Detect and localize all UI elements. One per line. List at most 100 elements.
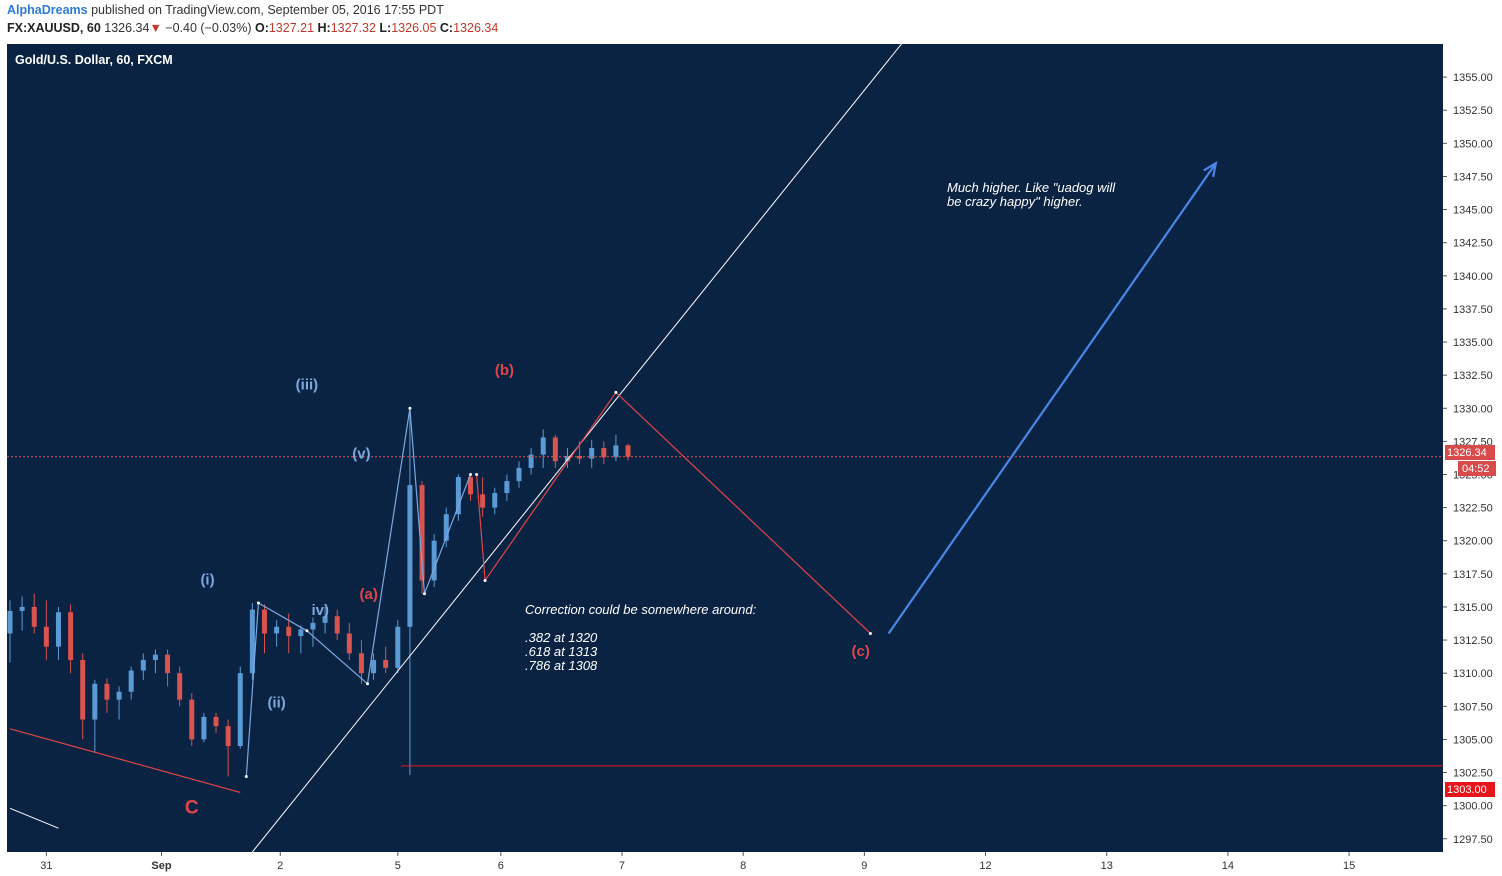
arrow-head-icon [1203, 160, 1218, 178]
candle [68, 604, 74, 674]
candle-body [80, 659, 86, 720]
last-price: 1326.34 [104, 21, 150, 35]
x-tick-label: 8 [740, 860, 746, 872]
level-price-tag: 1303.00 [1445, 782, 1495, 797]
price-chart[interactable]: 1297.50 1300.00 1302.50 1305.00 1307.50 1310.… [0, 44, 1502, 876]
wave-point [614, 390, 618, 394]
candle-body [383, 659, 389, 668]
candle [165, 649, 171, 687]
candle [528, 448, 534, 475]
candle [116, 686, 122, 720]
candle [540, 429, 546, 468]
high-value: 1327.32 [330, 21, 376, 35]
candle-body [43, 626, 49, 647]
candle-body [552, 437, 558, 462]
symbol-label: FX:XAUUSD, 60 [7, 21, 101, 35]
chart-header: AlphaDreams published on TradingView.com… [0, 0, 1502, 44]
x-tick-label: 5 [395, 860, 401, 872]
close-label: C: [439, 21, 454, 35]
symbol-quote-line: FX:XAUUSD, 60 1326.34▼ −0.40 (−0.03%) O:… [7, 21, 498, 35]
candle-body [55, 612, 61, 647]
candle [480, 477, 486, 517]
y-tick-label: 1315.00 [1453, 602, 1493, 614]
current-price-tag: 1326.34 04:52 [1445, 445, 1496, 476]
wave-label: iv) [311, 602, 329, 619]
candle-body [334, 616, 340, 634]
candle-body [564, 455, 570, 462]
candle [274, 620, 280, 647]
high-label: H: [317, 21, 331, 35]
candle [19, 596, 25, 631]
correction-title: Correction could be somewhere around: [525, 602, 757, 617]
plot-area[interactable] [7, 44, 1443, 852]
candle [237, 666, 243, 749]
candle-body [152, 654, 158, 660]
time-axis[interactable] [0, 852, 1502, 876]
candle-body [189, 699, 195, 740]
candle-body [625, 445, 631, 457]
wave-point [483, 578, 487, 582]
candle-body [395, 626, 401, 668]
wave-point [305, 629, 309, 633]
candle-body [92, 683, 98, 720]
candle [7, 600, 13, 663]
note-line-1: Much higher. Like "uadog will [947, 180, 1116, 195]
y-tick-label: 1300.00 [1453, 801, 1493, 813]
wave-label: (c) [852, 643, 870, 660]
wave-c-trendline [9, 728, 241, 793]
candle [564, 448, 570, 468]
candle [261, 604, 267, 654]
candle-body [504, 481, 510, 494]
wave-label: (i) [200, 571, 214, 588]
candle [55, 606, 61, 660]
candle [249, 602, 255, 680]
candle [492, 487, 498, 515]
candle [43, 600, 49, 660]
y-tick-label: 1310.00 [1453, 668, 1493, 680]
publish-line: AlphaDreams published on TradingView.com… [7, 3, 444, 17]
candle-body [322, 616, 328, 623]
candle-body [19, 606, 25, 611]
y-tick-label: 1335.00 [1453, 337, 1493, 349]
candle [443, 507, 449, 548]
wave-labels: C (i) (ii) (iii) iv) (v) (a) (b) (c) [185, 362, 870, 818]
y-tick-label: 1305.00 [1453, 734, 1493, 746]
candle [213, 712, 219, 733]
candle [104, 678, 110, 713]
y-tick-label: 1345.00 [1453, 205, 1493, 217]
y-tick-label: 1302.50 [1453, 768, 1493, 780]
candle [177, 666, 183, 707]
wave-point [422, 592, 426, 596]
author-link[interactable]: AlphaDreams [7, 3, 88, 17]
candle [407, 408, 413, 776]
x-tick-label: 6 [498, 860, 504, 872]
x-tick-label: 12 [979, 860, 991, 872]
x-tick-label: 14 [1222, 860, 1234, 872]
candle-body [274, 626, 280, 634]
wave-label: (iii) [296, 377, 319, 394]
level-price-value: 1303.00 [1447, 784, 1487, 796]
close-value: 1326.34 [453, 21, 499, 35]
y-tick-label: 1322.50 [1453, 503, 1493, 515]
y-tick-label: 1332.50 [1453, 370, 1493, 382]
y-tick-label: 1355.00 [1453, 72, 1493, 84]
y-tick-label: 1347.50 [1453, 171, 1493, 183]
note-line-2: be crazy happy" higher. [947, 194, 1083, 209]
candle-body [7, 610, 13, 634]
candle [140, 653, 146, 680]
correction-note: Correction could be somewhere around: .3… [525, 602, 757, 673]
y-tick-label: 1297.50 [1453, 834, 1493, 846]
candle-body [577, 455, 583, 459]
candle [298, 625, 304, 654]
candle-body [104, 683, 110, 700]
candle [455, 474, 461, 521]
candle [346, 622, 352, 660]
fib-level-382: .382 at 1320 [525, 630, 598, 645]
candle [310, 617, 316, 647]
y-tick-label: 1342.50 [1453, 238, 1493, 250]
candle-body [249, 609, 255, 674]
x-tick-label: 31 [40, 860, 52, 872]
candle-body [419, 485, 425, 581]
candle [625, 443, 631, 461]
open-value: 1327.21 [268, 21, 315, 35]
